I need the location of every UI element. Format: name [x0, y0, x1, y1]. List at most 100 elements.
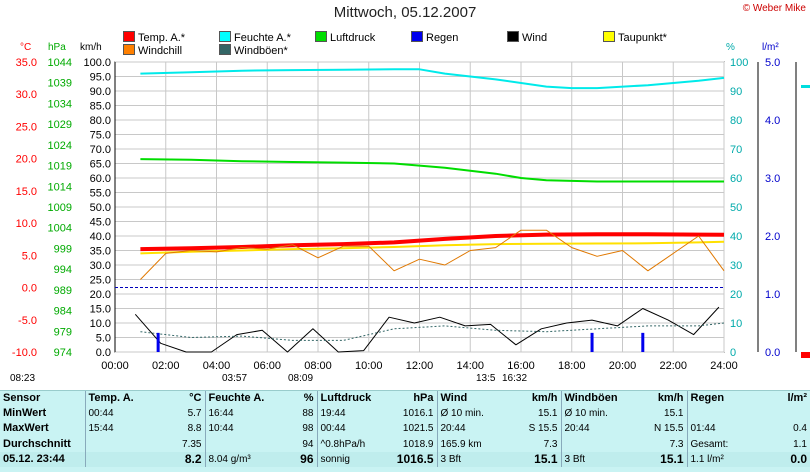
kmh-tick-label: 45.0 [90, 217, 111, 229]
x-tick-label: 22:00 [659, 360, 687, 372]
stats-cell: Luftdruck [316, 391, 375, 407]
kmh-tick-label: 40.0 [90, 231, 111, 243]
stats-cell: Gesamt: [686, 436, 749, 452]
x-tick-label: 04:00 [203, 360, 231, 372]
stats-cell: 8.04 g/m³ [204, 451, 277, 467]
x-tick-label: 06:00 [253, 360, 281, 372]
stats-cell: 00:44 [84, 406, 145, 422]
stats-cell: km/h [657, 392, 684, 405]
bottom-label-4: 13:5 [476, 373, 496, 384]
stats-cell: Wind [436, 391, 499, 407]
kmh-tick-label: 35.0 [90, 246, 111, 258]
x-tick-label: 20:00 [609, 360, 637, 372]
kmh-tick-label: 30.0 [90, 260, 111, 272]
rain-bar [590, 332, 594, 352]
stats-cell: 3 Bft [436, 451, 499, 467]
unit-temp: °C [20, 42, 32, 53]
stats-cell: hPa [413, 392, 434, 405]
bottom-label-5: 16:32 [502, 373, 528, 384]
temp-tick-label: 15.0 [16, 186, 37, 198]
unit-rain: l/m² [762, 42, 779, 53]
stats-cell: 15.1 [499, 451, 561, 467]
pct-tick-label: 30 [730, 260, 742, 272]
kmh-tick-label: 75.0 [90, 130, 111, 142]
legend-swatch [219, 31, 231, 42]
temp-tick-label: 10.0 [16, 218, 37, 230]
rain-tick-label: 3.0 [765, 173, 780, 185]
stats-cell: % [303, 392, 314, 405]
stats-cell: 19:44 [316, 406, 375, 422]
pct-tick-label: 40 [730, 231, 742, 243]
stats-cell: Regen [686, 391, 749, 407]
x-tick-label: 24:00 [710, 360, 738, 372]
pct-tick-label: 90 [730, 86, 742, 98]
temp-tick-label: 0.0 [22, 283, 37, 295]
series-line-1 [140, 68, 725, 90]
temp-tick-label: 30.0 [16, 89, 37, 101]
rain-tick-label: 5.0 [765, 57, 780, 69]
stats-cell: 15.1 [664, 408, 684, 420]
hpa-tick-label: 1004 [48, 223, 72, 235]
x-tick-label: 16:00 [507, 360, 535, 372]
unit-kmh: km/h [80, 42, 102, 53]
stats-cell: °C [189, 392, 202, 405]
pct-tick-label: 10 [730, 318, 742, 330]
legend-item: Taupunkt* [603, 31, 667, 44]
stats-cell: sonnig [316, 451, 375, 467]
hpa-tick-label: 979 [54, 326, 72, 338]
kmh-tick-label: 10.0 [90, 318, 111, 330]
stats-cell: 7.35 [182, 438, 202, 450]
right-marker-humidity [801, 85, 810, 88]
stats-cell: 7.3 [669, 438, 684, 450]
x-tick-label: 14:00 [456, 360, 484, 372]
stats-cell: 15:44 [84, 421, 145, 437]
series-line-6 [140, 322, 725, 341]
rain-tick-label: 2.0 [765, 231, 780, 243]
temp-tick-label: 25.0 [16, 121, 37, 133]
stats-cell: MinWert [3, 407, 47, 420]
stats-cell: Windböen [560, 391, 623, 407]
chart-canvas: 00:00 02:00 04:00 06:00 08:00 10:00 12:00 14:00… [12, 57, 810, 372]
hpa-tick-label: 984 [54, 306, 72, 318]
stats-row: 05.12. 23:44 8.2 8.04 g/m³ 96 sonnig 1016.5 3 … [0, 451, 810, 467]
stats-cell: 15.1 [538, 408, 558, 420]
kmh-tick-label: 25.0 [90, 275, 111, 287]
stats-cell: 96 [277, 451, 317, 467]
legend-swatch [123, 44, 135, 55]
stats-cell: 3 Bft [560, 451, 623, 467]
hpa-tick-label: 1009 [48, 202, 72, 214]
kmh-tick-label: 90.0 [90, 86, 111, 98]
legend-item: Feuchte A.* [219, 31, 291, 44]
stats-cell: 7.3 [543, 438, 558, 450]
unit-pct: % [726, 42, 735, 53]
stats-cell [560, 436, 623, 452]
hpa-tick-label: 1019 [48, 161, 72, 173]
x-tick-label: 10:00 [355, 360, 383, 372]
legend-item: Windchill [123, 44, 182, 57]
pct-tick-label: 60 [730, 173, 742, 185]
stats-cell [84, 436, 145, 452]
kmh-tick-label: 95.0 [90, 72, 111, 84]
stats-cell: 94 [302, 438, 314, 450]
legend-label: Windchill [138, 45, 183, 57]
legend-label: Luftdruck [330, 32, 376, 44]
legend-item: Wind [507, 31, 547, 44]
series-line-2 [140, 158, 724, 183]
stats-cell: Temp. A. [84, 391, 145, 407]
stats-cell: 20:44 [560, 421, 623, 437]
kmh-tick-label: 50.0 [90, 202, 111, 214]
legend-swatch [603, 31, 615, 42]
stats-cell [84, 451, 145, 467]
kmh-tick-label: 20.0 [90, 289, 111, 301]
stats-cell [204, 436, 277, 452]
bottom-label-3: 08:09 [288, 373, 314, 384]
hpa-tick-label: 1014 [48, 181, 72, 193]
stats-row: MinWert 00:44 5.7 16:44 88 19:44 1016.1 Ø 10 mi… [0, 406, 810, 422]
kmh-tick-label: 70.0 [90, 144, 111, 156]
hpa-tick-label: 1024 [48, 140, 72, 152]
bottom-label-1: 08:23 [10, 373, 36, 384]
stats-cell: 88 [302, 408, 314, 420]
stats-cell: 1016.1 [402, 408, 434, 420]
stats-panel: Sensor Temp. A. °C Feuchte A.% Luftdruck hPa W… [0, 390, 810, 472]
kmh-tick-label: 5.0 [96, 333, 111, 345]
